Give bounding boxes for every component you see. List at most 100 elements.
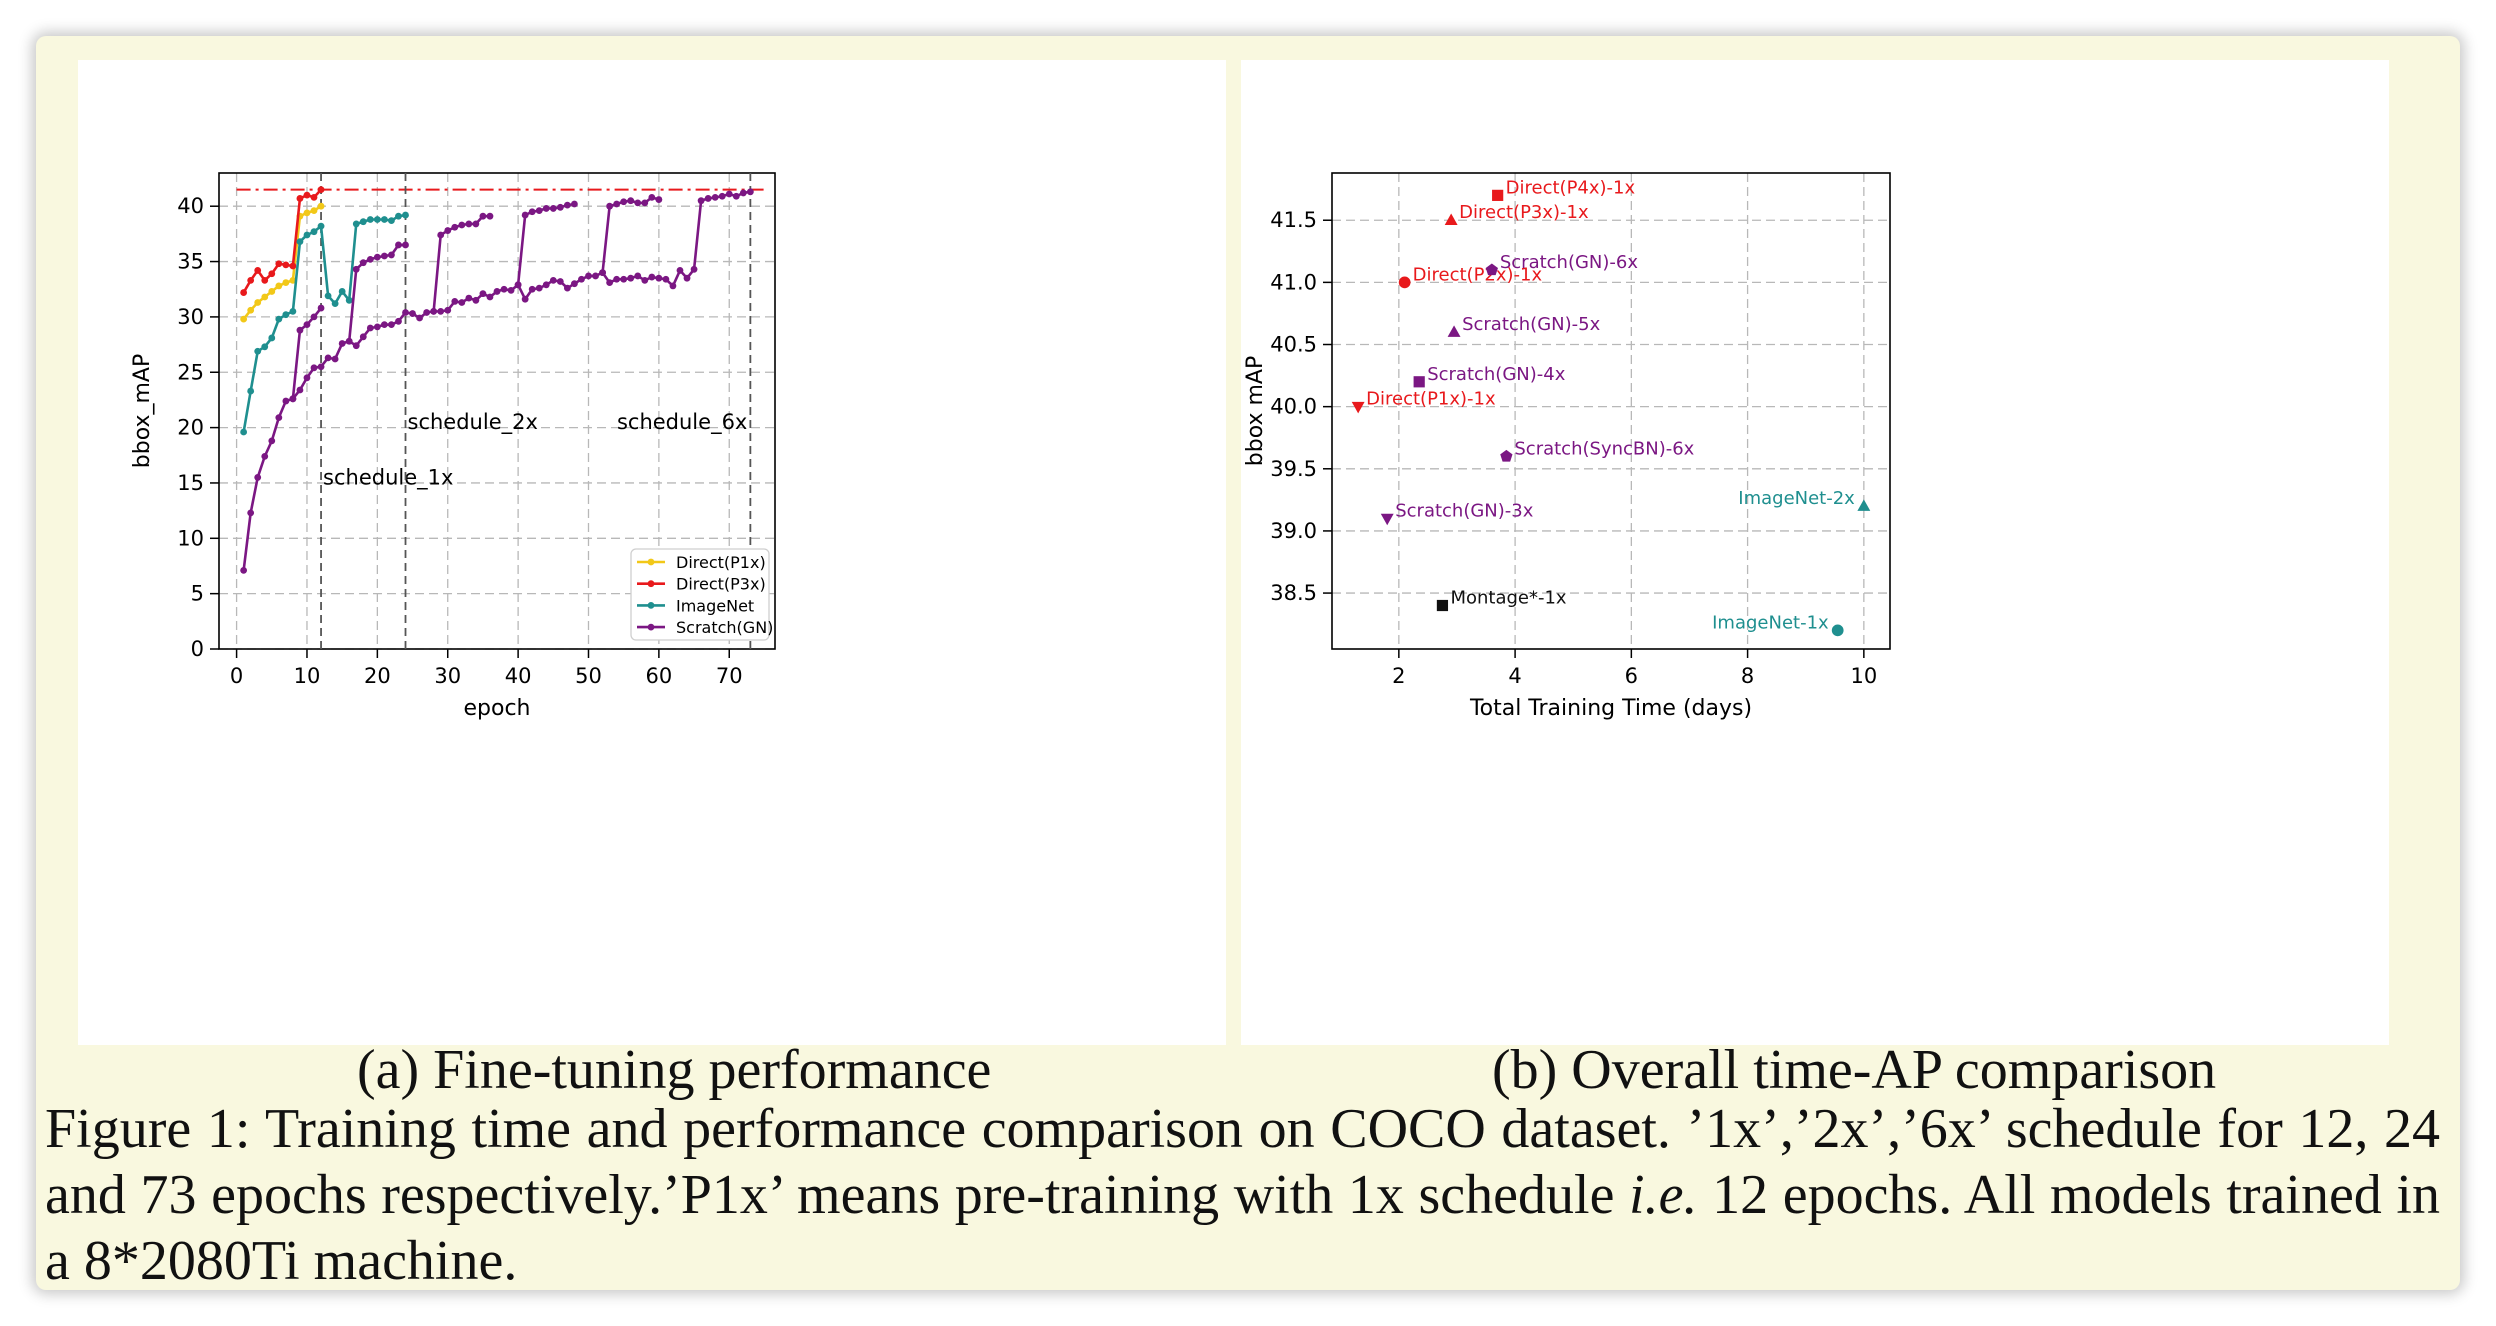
data-point	[620, 275, 628, 283]
data-point	[296, 238, 304, 246]
marker-circle	[1831, 624, 1844, 637]
data-point	[282, 279, 290, 286]
series-line	[432, 214, 490, 312]
data-point	[472, 220, 480, 228]
data-point	[303, 321, 311, 329]
data-point	[535, 284, 543, 292]
point-label: Scratch(SyncBN)-6x	[1514, 438, 1694, 459]
data-point	[585, 272, 592, 280]
point-label: Direct(P4x)-1x	[1506, 177, 1636, 198]
data-point	[486, 293, 494, 301]
legend-marker	[647, 602, 655, 609]
data-point	[317, 222, 325, 230]
data-point	[338, 340, 346, 347]
marker-circle	[1398, 276, 1411, 289]
caption-text-2: 12 epochs. All models trained in a 8*208…	[45, 1164, 2440, 1292]
data-point	[444, 306, 452, 314]
point-scratch-gn-3x: Scratch(GN)-3x	[1380, 501, 1534, 526]
data-point	[465, 294, 473, 302]
point-direct-p2x-1x: Direct(P2x)-1x	[1398, 264, 1543, 289]
data-point	[317, 202, 325, 210]
data-point	[683, 274, 691, 282]
data-point	[704, 195, 712, 202]
data-point	[669, 282, 677, 290]
data-point	[711, 193, 719, 201]
x-tick-label: 70	[716, 664, 743, 688]
schedule-label: schedule_2x	[408, 410, 538, 435]
data-point	[310, 207, 318, 215]
data-point	[296, 386, 304, 394]
data-point	[359, 218, 367, 226]
point-label: Scratch(GN)-4x	[1427, 364, 1566, 385]
data-point	[352, 342, 360, 350]
chart-a-panel: 0 10 20 30 40 50 60 70 0 5 10 15 20 25 30 35 40 epoch bbox…	[78, 60, 1226, 1045]
x-tick-label: 20	[364, 664, 391, 688]
legend: Direct(P1x) Direct(P3x) ImageNet Scratch(GN…	[630, 548, 773, 641]
data-point	[247, 276, 255, 284]
x-tick-label: 0	[230, 664, 243, 688]
data-point	[563, 284, 571, 292]
data-point	[359, 259, 367, 267]
data-point	[317, 304, 325, 312]
data-point	[366, 216, 374, 223]
data-point	[373, 216, 381, 223]
y-tick-label: 0	[191, 637, 204, 661]
data-point	[247, 306, 255, 314]
marker-triangle-up	[1447, 325, 1461, 337]
point-label: Montage*-1x	[1450, 588, 1566, 609]
data-point	[275, 414, 283, 422]
y-tick-label: 39.0	[1270, 519, 1317, 543]
data-point	[296, 195, 304, 202]
data-point	[345, 296, 353, 304]
marker-square	[1492, 189, 1504, 201]
x-tick-label: 2	[1392, 664, 1405, 688]
data-point	[563, 201, 571, 209]
data-point	[261, 293, 269, 301]
data-point	[402, 241, 409, 249]
data-point	[528, 285, 536, 293]
data-point	[282, 397, 290, 405]
data-point	[275, 315, 283, 323]
series-line	[242, 188, 323, 294]
data-point	[402, 309, 409, 316]
marker-pentagon	[1500, 449, 1513, 462]
series-direct-p1x	[240, 202, 325, 323]
plot-frame	[1331, 172, 1891, 650]
x-tick-label: 8	[1741, 664, 1754, 688]
data-point	[289, 395, 297, 403]
y-axis-label: bbox_mAP	[130, 354, 155, 468]
data-point	[275, 260, 283, 268]
data-point	[437, 307, 445, 315]
data-point	[268, 334, 276, 342]
y-tick-label: 35	[177, 250, 204, 274]
data-point	[395, 212, 402, 220]
y-tick-label: 10	[177, 526, 204, 550]
point-scratch-gn-4x: Scratch(GN)-4x	[1413, 364, 1566, 388]
legend-label: Scratch(GN)	[676, 618, 773, 637]
legend-label: Direct(P3x)	[676, 575, 766, 594]
data-point	[578, 275, 585, 283]
data-point	[725, 190, 733, 198]
x-tick-label: 10	[1850, 664, 1877, 688]
data-point	[556, 278, 564, 285]
subcaption-a: (a) Fine-tuning performance	[357, 1039, 992, 1101]
data-point	[254, 299, 262, 306]
data-point	[500, 285, 508, 293]
data-point	[303, 231, 311, 239]
chart-b-panel: 2 4 6 8 10 38.5 39.0 39.5 40.0 40.5 41.0 41.5 Total …	[1241, 60, 2389, 1045]
legend-label: ImageNet	[676, 596, 754, 615]
series-direct-p3x	[240, 186, 325, 296]
data-point	[732, 192, 740, 200]
data-point	[366, 324, 374, 332]
data-point	[416, 314, 423, 322]
y-tick-label: 40.5	[1270, 333, 1317, 357]
data-point	[240, 567, 248, 574]
data-point	[310, 193, 318, 201]
data-point	[247, 509, 255, 517]
data-point	[542, 281, 550, 289]
point-label: Direct(P1x)-1x	[1366, 389, 1496, 410]
data-point	[240, 289, 248, 296]
data-point	[549, 276, 557, 284]
x-axis-label: Total Training Time (days)	[1469, 696, 1752, 721]
x-tick-label: 40	[505, 664, 532, 688]
